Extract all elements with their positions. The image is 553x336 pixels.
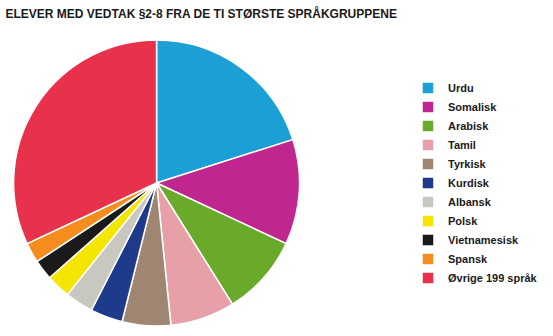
svg-text:Tyrkisk: Tyrkisk xyxy=(448,158,487,170)
svg-text:Albansk: Albansk xyxy=(448,196,492,208)
svg-text:Spansk: Spansk xyxy=(448,253,488,265)
svg-text:Vietnamesisk: Vietnamesisk xyxy=(448,234,519,246)
svg-text:Kurdisk: Kurdisk xyxy=(448,177,490,189)
svg-text:Øvrige 199 språk: Øvrige 199 språk xyxy=(448,272,538,284)
svg-text:Arabisk: Arabisk xyxy=(448,120,489,132)
svg-text:ELEVER MED VEDTAK §2-8 FRA DE: ELEVER MED VEDTAK §2-8 FRA DE TI STØRSTE… xyxy=(6,6,397,21)
svg-text:Tamil: Tamil xyxy=(448,139,476,151)
svg-text:Polsk: Polsk xyxy=(448,215,478,227)
svg-text:Urdu: Urdu xyxy=(448,82,474,94)
svg-text:Somalisk: Somalisk xyxy=(448,101,497,113)
